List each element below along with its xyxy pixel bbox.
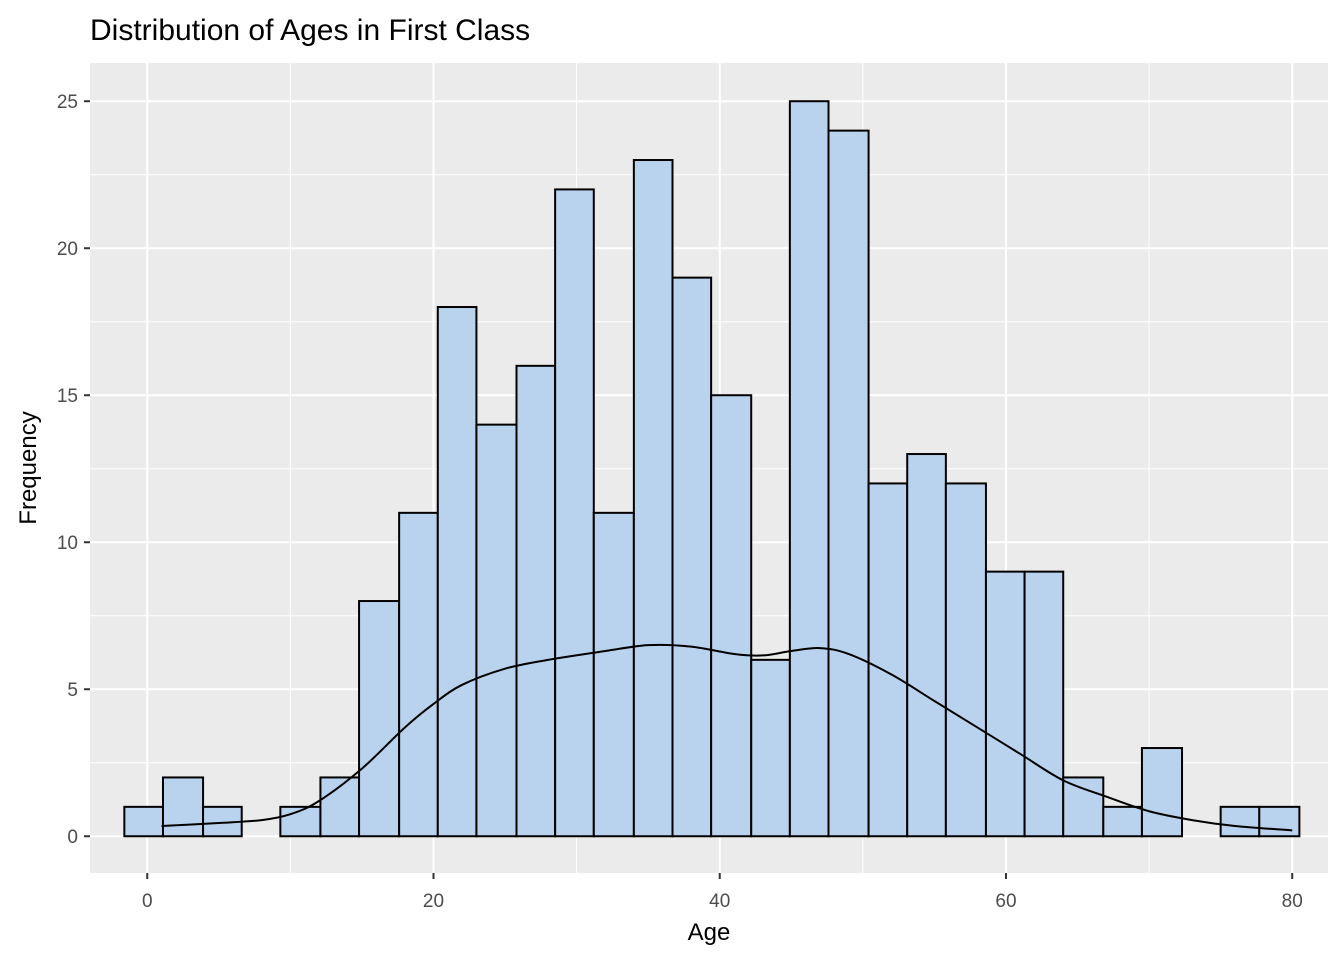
- histogram-bar: [671, 276, 713, 838]
- histogram-bar: [1102, 805, 1143, 838]
- histogram-bar: [398, 511, 439, 838]
- histogram-bar: [750, 658, 791, 838]
- histogram-bar: [984, 570, 1026, 838]
- x-axis-title: Age: [688, 919, 731, 946]
- density-curve: [161, 643, 1293, 832]
- x-tick-label: 60: [995, 891, 1016, 912]
- x-tick-label: 20: [423, 891, 444, 912]
- histogram-bar: [358, 600, 401, 838]
- x-tick-label: 80: [1282, 891, 1303, 912]
- histogram-bar: [554, 188, 595, 838]
- chart-title: Distribution of Ages in First Class: [90, 14, 530, 47]
- histogram-bars: [123, 100, 1301, 838]
- histogram-bar: [944, 482, 987, 838]
- histogram-bar: [1258, 805, 1301, 838]
- y-tick-label: 15: [57, 386, 78, 407]
- histogram-bar: [319, 776, 361, 838]
- y-tick-label: 0: [67, 827, 78, 848]
- y-tick-label: 20: [57, 239, 78, 260]
- histogram-bar: [632, 159, 674, 838]
- histogram-bar: [1140, 747, 1184, 838]
- histogram-bar: [123, 805, 164, 838]
- histogram-bar: [1219, 805, 1261, 838]
- axes: 0 20 40 60 80 0 5 10 15 20 25: [57, 92, 1303, 912]
- histogram-bar: [1062, 776, 1105, 838]
- histogram-bar: [1023, 570, 1065, 838]
- x-tick-label: 0: [142, 891, 153, 912]
- y-tick-label: 10: [57, 533, 78, 554]
- histogram-bar: [906, 453, 947, 838]
- histogram-bar: [475, 423, 518, 838]
- x-tick-label: 40: [709, 891, 730, 912]
- histogram-bar: [436, 306, 478, 838]
- histogram-bar: [788, 100, 830, 838]
- histogram-bar: [867, 482, 909, 838]
- histogram-bar: [592, 511, 635, 838]
- histogram-bar: [515, 364, 557, 838]
- histogram-bar: [279, 805, 322, 838]
- histogram-bar: [161, 776, 205, 838]
- y-tick-label: 25: [57, 92, 78, 113]
- histogram-bar: [202, 805, 243, 838]
- histogram-bar: [827, 129, 870, 838]
- y-axis-title: Frequency: [15, 411, 42, 524]
- histogram-bar: [710, 394, 753, 838]
- y-tick-label: 5: [67, 680, 78, 701]
